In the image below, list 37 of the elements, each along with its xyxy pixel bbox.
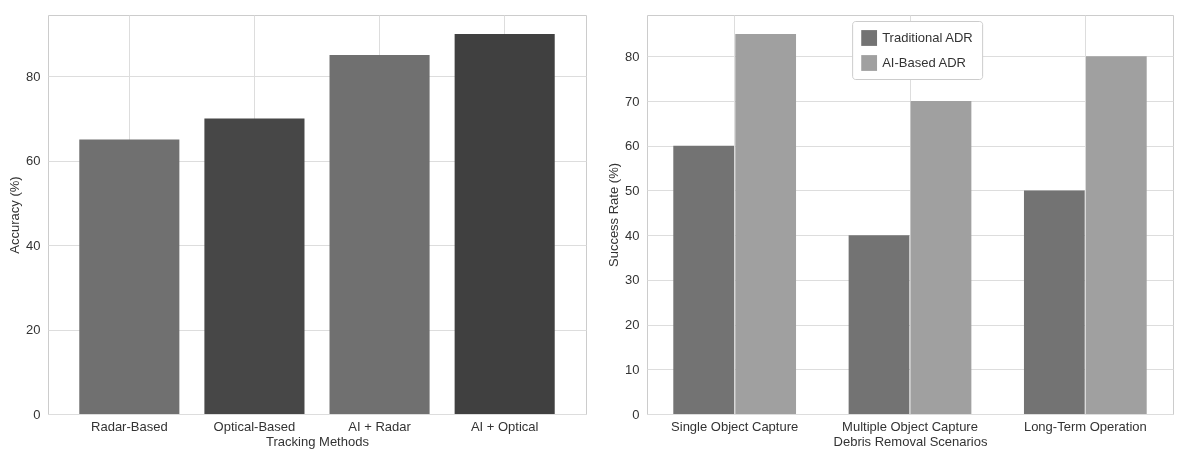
y-axis-title: Success Rate (%) (606, 162, 622, 268)
x-tick-label: Long-Term Operation (1023, 418, 1147, 434)
y-tick-label: 50 (625, 182, 640, 198)
y-tick-label: 20 (625, 317, 640, 333)
x-tick-label: Multiple Object Capture (842, 418, 978, 434)
y-tick-label: 40 (625, 227, 640, 243)
bar (454, 34, 555, 414)
y-axis-title: Accuracy (%) (7, 176, 23, 254)
bar (910, 101, 972, 414)
y-tick-label: 60 (625, 138, 640, 154)
bar (1023, 190, 1085, 414)
x-tick-label: AI + Radar (348, 418, 412, 434)
y-tick-label: 20 (26, 322, 41, 338)
x-tick-label: Optical-Based (213, 418, 296, 434)
bar (329, 55, 430, 414)
y-tick-label: 60 (26, 153, 41, 169)
bar (673, 145, 735, 414)
y-tick-label: 0 (632, 406, 640, 422)
x-tick-label: AI + Optical (470, 418, 539, 434)
x-axis-title: Tracking Methods (266, 433, 370, 449)
x-tick-label: Radar-Based (91, 418, 168, 434)
bar (735, 34, 797, 414)
legend-label: AI-Based ADR (882, 55, 966, 70)
y-tick-label: 30 (625, 272, 640, 288)
bar (848, 235, 910, 414)
y-tick-label: 80 (625, 48, 640, 64)
y-tick-label: 10 (625, 361, 640, 377)
x-tick-label: Single Object Capture (671, 418, 799, 434)
y-tick-label: 40 (26, 237, 41, 253)
x-axis-title: Debris Removal Scenarios (833, 433, 988, 449)
bar (204, 118, 305, 414)
bar (79, 139, 180, 414)
bar (1085, 56, 1147, 414)
legend-label: Traditional ADR (882, 30, 973, 45)
y-tick-label: 0 (33, 406, 41, 422)
y-tick-label: 80 (26, 68, 41, 84)
y-tick-label: 70 (625, 93, 640, 109)
